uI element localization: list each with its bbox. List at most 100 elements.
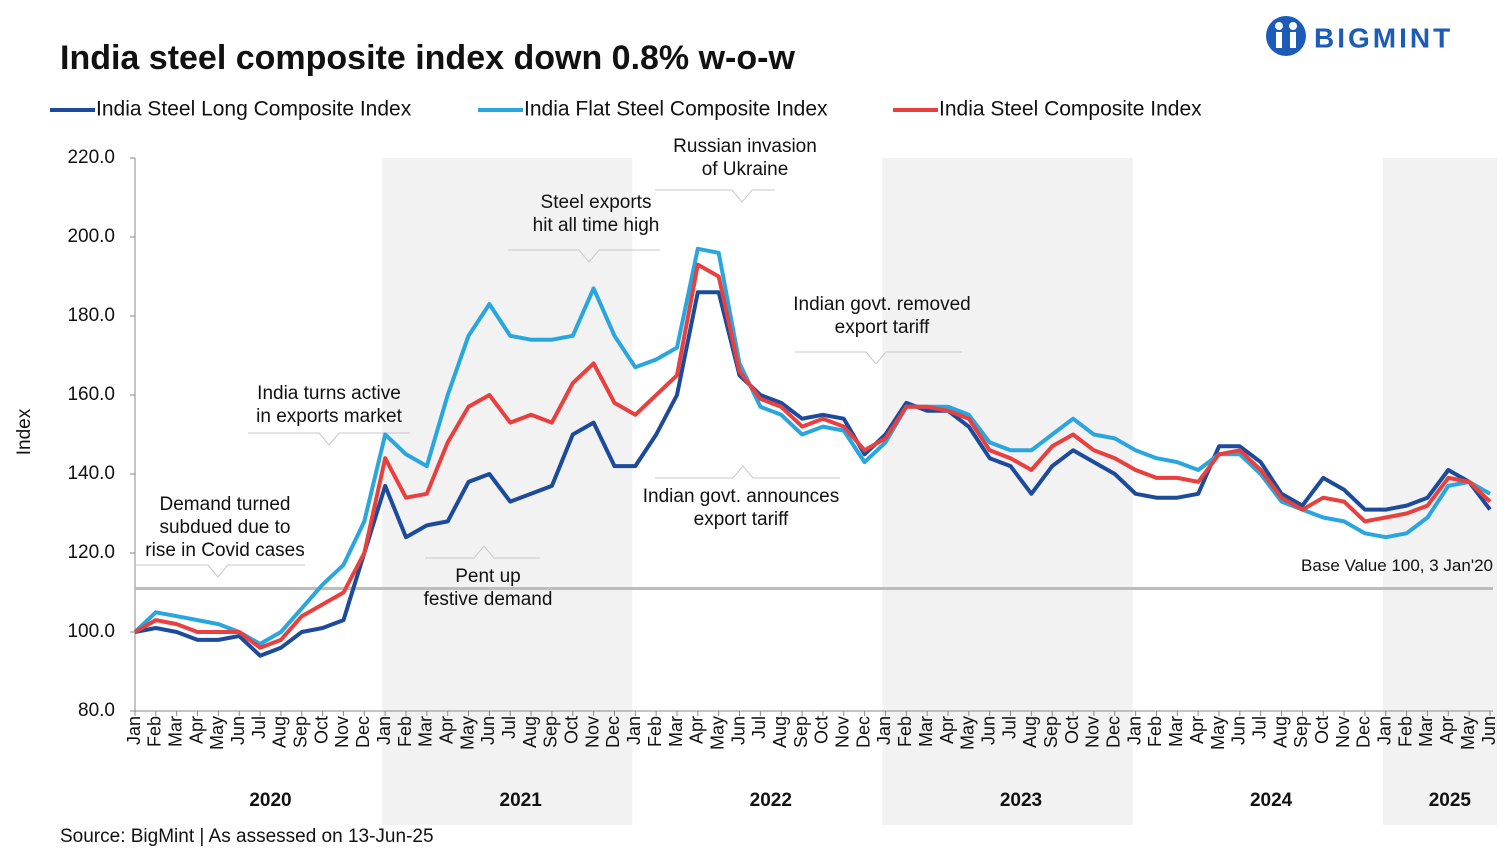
- year-bands: [382, 158, 1497, 825]
- x-tick-label: Sep: [1291, 716, 1311, 748]
- year-label: 2024: [1250, 790, 1293, 811]
- x-tick-label: Mar: [1166, 716, 1186, 747]
- annotation: Demand turned: [160, 494, 291, 515]
- year-band: [882, 158, 1133, 825]
- logo: BIGMINT: [1266, 16, 1453, 56]
- x-tick-label: Aug: [520, 716, 540, 748]
- legend-label: India Steel Long Composite Index: [96, 98, 412, 121]
- x-tick-label: Jun: [478, 716, 498, 745]
- x-tick-label: Feb: [895, 716, 915, 747]
- annotation-callout: [425, 545, 540, 559]
- annotation: of Ukraine: [702, 159, 789, 180]
- source: Source: BigMint | As assessed on 13-Jun-…: [60, 826, 434, 847]
- x-tick-label: Jun: [1479, 716, 1499, 745]
- x-tick-label: May: [707, 716, 727, 750]
- x-tick-label: Dec: [603, 716, 623, 748]
- x-tick-label: Sep: [541, 716, 561, 748]
- x-tick-label: Aug: [270, 716, 290, 748]
- year-band: [382, 158, 633, 825]
- x-tick-label: Sep: [1041, 716, 1061, 748]
- logo-icon: [1289, 22, 1297, 30]
- x-tick-label: Apr: [937, 716, 957, 744]
- annotation-callout: [508, 249, 660, 263]
- x-tick-label: Aug: [1270, 716, 1290, 748]
- annotation: Indian govt. announces: [643, 486, 840, 507]
- y-tick-label: 100.0: [67, 621, 115, 642]
- legend-label: India Steel Composite Index: [939, 98, 1202, 121]
- x-tick-label: Apr: [1187, 716, 1207, 744]
- x-tick-label: Mar: [1416, 716, 1436, 747]
- x-tick-label: Sep: [791, 716, 811, 748]
- annotation: in exports market: [256, 406, 402, 427]
- annotation: Indian govt. removed: [793, 294, 970, 315]
- x-tick-label: Oct: [311, 716, 331, 744]
- annotation: festive demand: [424, 589, 553, 610]
- x-tick-label: Jul: [1249, 716, 1269, 739]
- x-tick-label: May: [958, 716, 978, 750]
- x-tick-label: Jul: [249, 716, 269, 739]
- annotation: Russian invasion: [673, 136, 817, 157]
- x-tick-label: May: [207, 716, 227, 750]
- annotation: Pent up: [455, 566, 521, 587]
- x-tick-label: Aug: [770, 716, 790, 748]
- brand: BIGMINT: [1314, 22, 1453, 53]
- annotation: subdued due to: [159, 517, 290, 538]
- x-tick-label: Mar: [666, 716, 686, 747]
- y-tick-label: 180.0: [67, 305, 115, 326]
- x-tick-label: May: [1208, 716, 1228, 750]
- x-tick-label: Nov: [332, 716, 352, 748]
- logo-icon: [1275, 22, 1283, 30]
- annotation: export tariff: [694, 509, 789, 530]
- legend-label: India Flat Steel Composite Index: [524, 98, 828, 121]
- year-label: 2023: [1000, 790, 1042, 811]
- annotation-callout: [135, 564, 305, 578]
- x-tick-label: Mar: [916, 716, 936, 747]
- x-tick-label: Oct: [1312, 716, 1332, 744]
- x-tick-label: Mar: [165, 716, 185, 747]
- x-tick-label: Jun: [1229, 716, 1249, 745]
- x-tick-label: Jul: [999, 716, 1019, 739]
- y-tick-label: 160.0: [67, 384, 115, 405]
- x-tick-label: Nov: [1083, 716, 1103, 748]
- x-tick-label: Apr: [687, 716, 707, 744]
- annotation-callout: [248, 432, 410, 446]
- x-tick-label: Jun: [728, 716, 748, 745]
- x-tick-label: Feb: [395, 716, 415, 747]
- x-tick-label: Jan: [374, 716, 394, 745]
- x-tick-label: Oct: [1062, 716, 1082, 744]
- chart-title: India steel composite index down 0.8% w-…: [60, 39, 795, 77]
- annotation: Steel exports: [541, 192, 652, 213]
- year-label: 2025: [1429, 790, 1472, 811]
- x-tick-label: Feb: [1395, 716, 1415, 747]
- x-tick-label: Dec: [1354, 716, 1374, 748]
- x-tick-label: Mar: [416, 716, 436, 747]
- x-tick-label: Aug: [1020, 716, 1040, 748]
- x-tick-label: Nov: [833, 716, 853, 748]
- logo-icon: [1290, 32, 1296, 48]
- x-tick-label: Jan: [1375, 716, 1395, 745]
- x-tick-label: Jun: [228, 716, 248, 745]
- x-tick-label: May: [1458, 716, 1478, 750]
- annotation: India turns active: [257, 383, 401, 404]
- x-tick-label: Jan: [1124, 716, 1144, 745]
- x-tick-label: Apr: [1437, 716, 1457, 744]
- x-tick-label: Jan: [624, 716, 644, 745]
- x-tick-label: Apr: [186, 716, 206, 744]
- x-tick-label: Oct: [562, 716, 582, 744]
- x-tick-label: Jun: [978, 716, 998, 745]
- reference-label: Base Value 100, 3 Jan'20: [1301, 556, 1493, 575]
- x-tick-label: Jan: [874, 716, 894, 745]
- series-line: [133, 246, 1491, 646]
- logo-icon: [1266, 16, 1306, 56]
- x-tick-label: Feb: [1145, 716, 1165, 747]
- x-tick-label: Apr: [436, 716, 456, 744]
- logo-icon: [1276, 32, 1282, 48]
- x-tick-label: Dec: [853, 716, 873, 748]
- year-label: 2020: [249, 790, 291, 811]
- x-tick-label: Feb: [645, 716, 665, 747]
- annotation-callout: [655, 189, 775, 203]
- y-tick-label: 140.0: [67, 463, 115, 484]
- y-tick-label: 220.0: [67, 147, 115, 168]
- x-tick-label: Feb: [145, 716, 165, 747]
- annotation-callout: [655, 465, 840, 479]
